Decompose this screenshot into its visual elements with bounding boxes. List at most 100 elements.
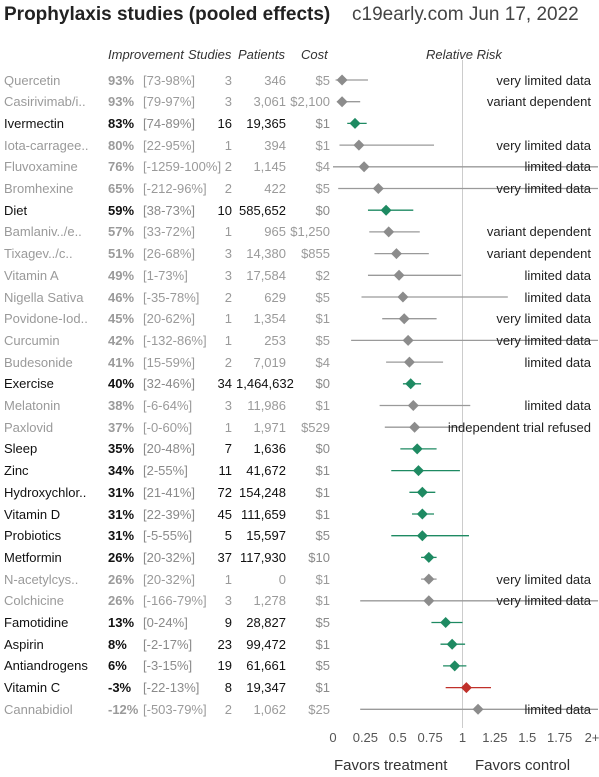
patients-count: 117,930 — [239, 549, 286, 565]
point-estimate-marker — [423, 595, 435, 607]
x-tick-label: 1.75 — [547, 730, 572, 745]
cost-value: $1 — [315, 593, 330, 609]
point-estimate-marker — [397, 291, 409, 303]
confidence-interval: [20-32%] — [143, 549, 196, 565]
study-row: Vitamin C -3% [-22-13%] 8 19,347 $1 — [0, 677, 599, 698]
cost-value: $5 — [315, 72, 330, 88]
header-improvement: Improvement — [108, 47, 184, 62]
patients-count: 14,380 — [246, 246, 286, 262]
cost-value: $1 — [315, 311, 330, 327]
studies-count: 1 — [224, 419, 232, 435]
confidence-interval: [-1259-100%] — [143, 159, 222, 175]
confidence-interval: [15-59%] — [143, 354, 196, 370]
improvement-value: -3% — [108, 680, 132, 696]
improvement-value: 31% — [108, 528, 135, 544]
header-relative-risk: Relative Risk — [426, 47, 502, 62]
treatment-name: Povidone-Iod.. — [4, 311, 88, 327]
treatment-name: N-acetylcys.. — [4, 571, 79, 587]
study-row: Antiandrogens 6% [-3-15%] 19 61,661 $5 — [0, 655, 599, 676]
improvement-value: 40% — [108, 376, 135, 392]
point-estimate-marker — [440, 617, 452, 628]
treatment-name: Tixagev../c.. — [4, 246, 73, 262]
patients-count: 346 — [264, 72, 286, 88]
cost-value: $1 — [315, 137, 330, 153]
confidence-interval: [79-97%] — [143, 94, 196, 110]
confidence-interval: [74-89%] — [143, 115, 196, 131]
studies-count: 1 — [224, 224, 232, 240]
confidence-interval: [0-24%] — [143, 615, 188, 630]
study-row: Famotidine 13% [0-24%] 9 28,827 $5 — [0, 612, 599, 633]
study-row: Exercise 40% [32-46%] 34 1,464,632 $0 — [0, 373, 599, 394]
study-row: Vitamin A 49% [1-73%] 3 17,584 $2 limited data — [0, 265, 599, 286]
improvement-value: 8% — [108, 636, 127, 652]
patients-count: 1,464,632 — [236, 376, 294, 392]
improvement-value: 46% — [108, 289, 135, 305]
point-estimate-marker — [405, 378, 417, 390]
treatment-name: Vitamin C — [4, 680, 61, 696]
cost-value: $5 — [315, 658, 330, 674]
confidence-interval: [-5-55%] — [143, 528, 193, 544]
treatment-name: Exercise — [4, 376, 54, 392]
patients-count: 154,248 — [239, 484, 286, 500]
studies-count: 1 — [224, 332, 232, 348]
confidence-interval: [33-72%] — [143, 224, 196, 240]
studies-count: 11 — [218, 463, 233, 479]
study-row: Ivermectin 83% [74-89%] 16 19,365 $1 — [0, 113, 599, 134]
confidence-interval: [1-73%] — [143, 267, 188, 283]
studies-count: 2 — [224, 289, 232, 305]
patients-count: 1,354 — [253, 311, 286, 327]
header-patients: Patients — [238, 47, 285, 62]
patients-count: 3,061 — [253, 94, 286, 110]
studies-count: 34 — [217, 376, 232, 392]
improvement-value: 59% — [108, 202, 135, 218]
cost-value: $0 — [315, 376, 330, 392]
studies-count: 3 — [224, 94, 232, 110]
confidence-interval: [32-46%] — [143, 376, 196, 392]
confidence-interval: [38-73%] — [143, 202, 196, 218]
data-note: limited data — [524, 701, 591, 717]
point-estimate-marker — [446, 638, 458, 650]
studies-count: 1 — [224, 571, 232, 587]
study-row: Tixagev../c.. 51% [26-68%] 3 14,380 $855 varia… — [0, 243, 599, 264]
improvement-value: 31% — [108, 506, 135, 522]
study-row: Cannabidiol -12% [-503-79%] 2 1,062 $25 limite… — [0, 699, 599, 720]
studies-count: 1 — [224, 137, 232, 153]
confidence-interval: [-2-17%] — [143, 636, 193, 652]
data-note: limited data — [524, 354, 591, 370]
study-row: Hydroxychlor.. 31% [21-41%] 72 154,248 $1 — [0, 482, 599, 503]
study-row: Sleep 35% [20-48%] 7 1,636 $0 — [0, 438, 599, 459]
study-row: Bamlaniv../e.. 57% [33-72%] 1 965 $1,250 varia… — [0, 221, 599, 242]
studies-count: 3 — [224, 398, 232, 413]
patients-count: 1,062 — [253, 701, 286, 717]
point-estimate-marker — [416, 508, 428, 520]
study-row: Melatonin 38% [-6-64%] 3 11,986 $1 limited dat… — [0, 395, 599, 416]
data-note: variant dependent — [486, 246, 591, 262]
x-tick-label: 1.25 — [482, 730, 507, 745]
cost-value: $5 — [315, 332, 330, 348]
point-estimate-marker — [353, 139, 365, 151]
patients-count: 1,278 — [253, 593, 286, 609]
patients-count: 61,661 — [246, 658, 286, 674]
confidence-interval: [-22-13%] — [143, 680, 200, 696]
confidence-interval: [2-55%] — [143, 463, 188, 479]
cost-value: $1 — [315, 680, 330, 696]
favors-treatment-label: Favors treatment — [334, 757, 448, 774]
confidence-interval: [-166-79%] — [143, 593, 207, 609]
point-estimate-marker — [380, 204, 392, 216]
treatment-name: Antiandrogens — [4, 658, 88, 674]
x-tick-label: 0 — [329, 730, 336, 745]
chart-title: Prophylaxis studies (pooled effects) — [4, 4, 331, 25]
patients-count: 1,145 — [253, 159, 286, 175]
point-estimate-marker — [393, 269, 405, 281]
study-row: Povidone-Iod.. 45% [20-62%] 1 1,354 $1 very li… — [0, 308, 599, 329]
cost-value: $1 — [315, 506, 330, 522]
improvement-value: 76% — [108, 159, 135, 175]
improvement-value: 41% — [108, 354, 135, 370]
data-note: very limited data — [496, 181, 591, 196]
treatment-name: Sleep — [4, 441, 38, 457]
patients-count: 7,019 — [253, 354, 286, 370]
data-note: variant dependent — [486, 224, 591, 240]
cost-value: $4 — [315, 354, 330, 370]
study-row: Colchicine 26% [-166-79%] 3 1,278 $1 very limi… — [0, 590, 599, 611]
improvement-value: 31% — [108, 484, 135, 500]
